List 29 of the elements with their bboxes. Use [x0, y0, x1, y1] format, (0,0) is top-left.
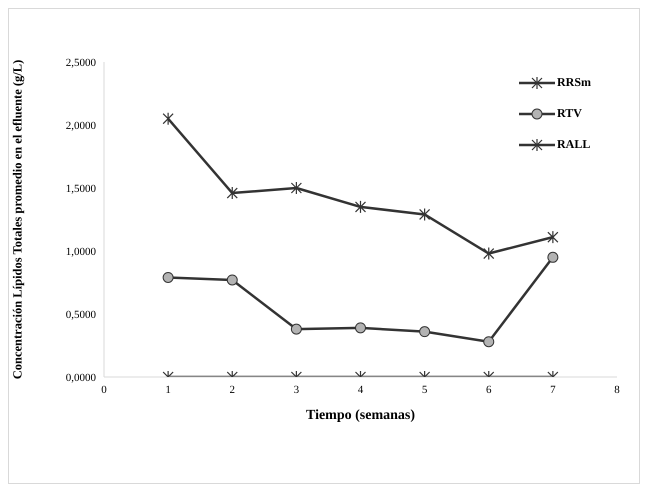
legend-label: RALL	[556, 137, 590, 152]
point	[162, 272, 174, 283]
y-tick-label: 1,0000	[66, 246, 96, 258]
point	[226, 274, 238, 286]
point	[483, 246, 494, 260]
x-tick-label: 7	[550, 384, 556, 396]
legend-label: RTV	[556, 106, 582, 121]
legend-label: RRSm	[556, 75, 591, 90]
x-tick-label: 2	[230, 384, 235, 396]
point	[419, 208, 430, 222]
x-tick-label: 8	[614, 384, 620, 396]
point	[354, 200, 366, 214]
y-tick-label: 2,0000	[66, 120, 96, 132]
x-tick-label: 1	[165, 384, 171, 396]
point	[226, 186, 238, 200]
y-tick-label: 0,0000	[66, 372, 96, 384]
x-tick-label: 5	[422, 384, 428, 396]
x-tick-label: 4	[358, 384, 364, 396]
x-tick-label: 6	[486, 384, 492, 396]
x-axis-title: Tiempo (semanas)	[306, 408, 416, 423]
point	[547, 252, 558, 263]
y-tick-label: 0,5000	[66, 308, 96, 321]
y-tick-label: 1,5000	[66, 182, 96, 195]
x-tick-label: 0	[101, 384, 108, 396]
point	[290, 181, 302, 195]
point	[547, 230, 558, 244]
y-tick-label: 2,5000	[66, 56, 96, 69]
x-tick-label: 3	[294, 384, 300, 396]
y-axis-title: Concentración Lípidos Totales promedio en el efluente (g/L)	[10, 60, 24, 380]
